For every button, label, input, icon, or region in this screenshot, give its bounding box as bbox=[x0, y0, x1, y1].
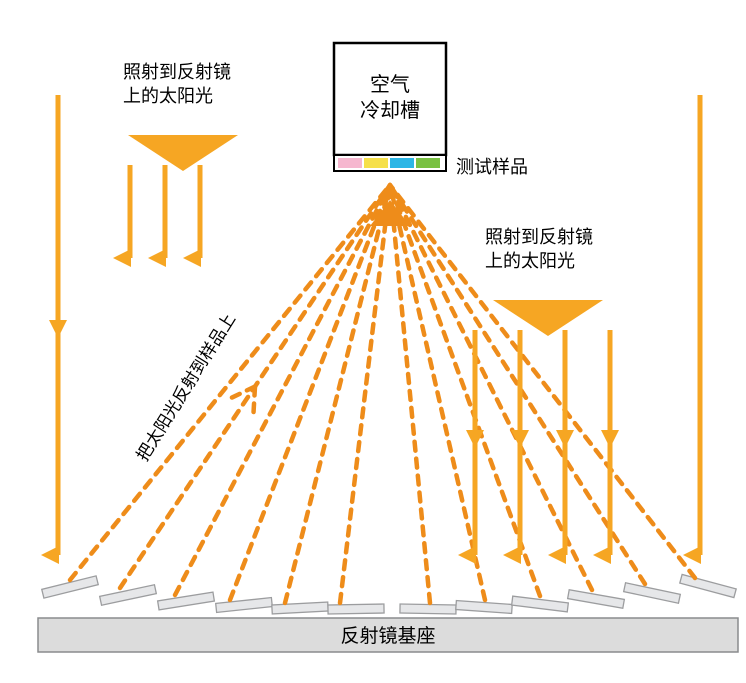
mirror-segment bbox=[624, 583, 681, 603]
sun-label-triangle-icon bbox=[493, 300, 603, 336]
mirror-segment bbox=[456, 601, 512, 614]
sun-ray bbox=[466, 330, 484, 555]
mirror-segment bbox=[400, 604, 456, 614]
reflected-ray bbox=[175, 185, 390, 595]
mirrors-group bbox=[42, 574, 736, 614]
sample-segment bbox=[416, 158, 440, 168]
sun-ray bbox=[49, 95, 67, 555]
mirror-segment bbox=[680, 574, 736, 597]
reflected-ray bbox=[390, 185, 430, 603]
label-left-sun: 照射到反射镜 上的太阳光 bbox=[123, 60, 231, 109]
cooling-box-line2: 冷却槽 bbox=[360, 99, 420, 122]
mirror-segment bbox=[328, 604, 384, 614]
diagram-svg: 反射镜基座 空气冷却槽 bbox=[0, 0, 746, 678]
mirror-segment bbox=[158, 592, 215, 610]
mirror-segment bbox=[100, 585, 157, 605]
reflected-ray bbox=[390, 185, 485, 600]
sample-segment bbox=[364, 158, 388, 168]
mirror-segment bbox=[512, 596, 569, 612]
sample-segment bbox=[338, 158, 362, 168]
mirror-segment bbox=[568, 590, 625, 609]
label-base: 反射镜基座 bbox=[340, 625, 435, 647]
sun-label-triangle-icon bbox=[128, 135, 238, 171]
diagram-canvas: 反射镜基座 空气冷却槽 照射到反射镜 上的太阳光 照射到反射镜 上的太阳光 测试样… bbox=[0, 0, 746, 678]
cooling-box-line1: 空气 bbox=[370, 73, 410, 96]
mirror-segment bbox=[272, 602, 328, 614]
sample-segment bbox=[390, 158, 414, 168]
cooling-box bbox=[334, 43, 446, 155]
label-test-sample: 测试样品 bbox=[456, 155, 528, 179]
mirror-segment bbox=[216, 598, 273, 613]
label-right-sun: 照射到反射镜 上的太阳光 bbox=[485, 225, 593, 274]
